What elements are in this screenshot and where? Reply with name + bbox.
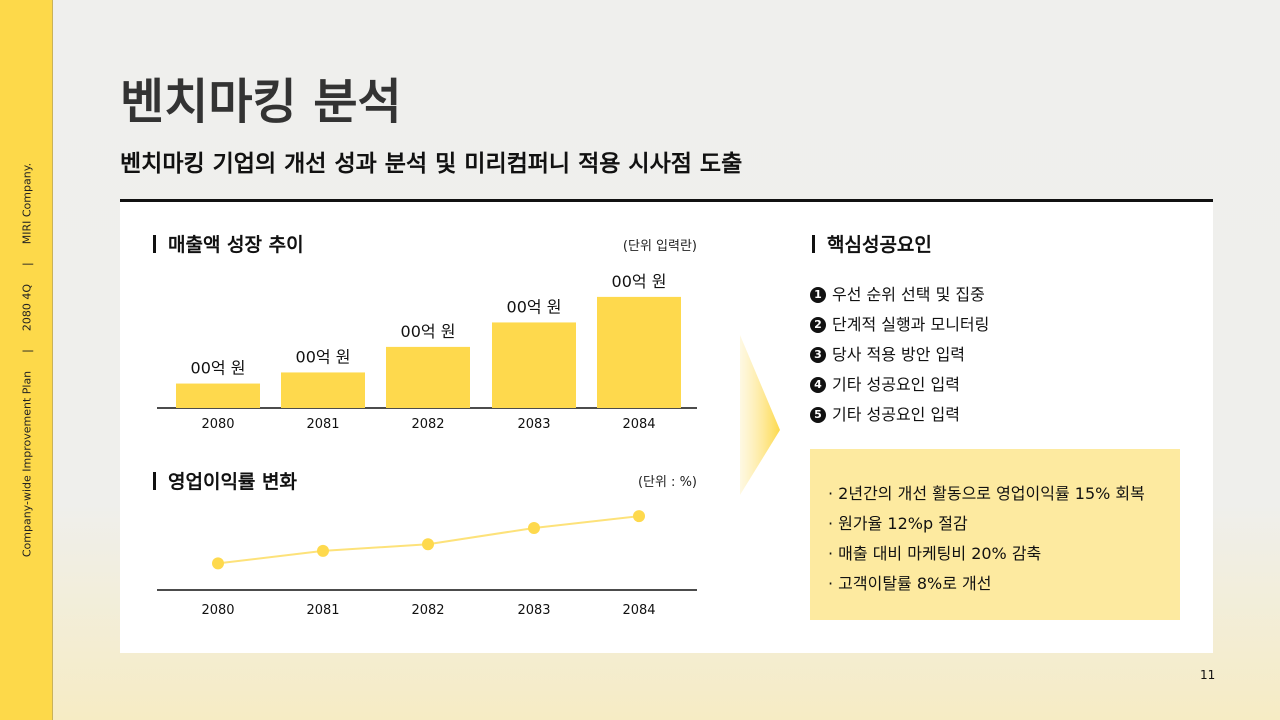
factor-text: 우선 순위 선택 및 집중: [832, 285, 985, 304]
factor-item: 2 단계적 실행과 모니터링: [810, 310, 989, 340]
bar-2081: [281, 372, 365, 408]
side-strip: Company-wide Improvement Plan | 2080 4Q …: [0, 0, 53, 720]
data-label: 00억 원: [401, 322, 456, 341]
factors-list: 1 우선 순위 선택 및 집중 2 단계적 실행과 모니터링 3 당사 적용 방안 입력 4…: [810, 280, 989, 430]
heading-marker: [812, 234, 815, 253]
number-badge-icon: 1: [810, 287, 826, 303]
sales-bar-chart: 00억 원 2080 00억 원 2081 00억 원 2082 00억 원 2083 00억 …: [157, 272, 697, 432]
number-badge-icon: 2: [810, 317, 826, 333]
margin-unit: (단위 : %): [637, 475, 697, 490]
factor-text: 기타 성공요인 입력: [832, 405, 960, 424]
page-subtitle: 벤치마킹 기업의 개선 성과 분석 및 미리컴퍼니 적용 시사점 도출: [120, 151, 743, 177]
number-badge-icon: 5: [810, 407, 826, 423]
data-label: 00억 원: [191, 359, 246, 378]
point-2081: [317, 544, 329, 557]
data-label: 00억 원: [296, 347, 351, 366]
sales-heading-text: 매출액 성장 추이: [168, 234, 304, 256]
x-tick-label: 2082: [411, 603, 444, 618]
x-tick-label: 2080: [201, 417, 234, 432]
sales-heading: 매출액 성장 추이: [153, 230, 304, 257]
bar-2084: [597, 296, 681, 408]
number-badge-icon: 3: [810, 347, 826, 363]
point-2084: [633, 510, 645, 523]
period-label: 2080 4Q: [20, 283, 34, 332]
margin-heading: 영업이익률 변화: [153, 467, 297, 494]
heading-marker: [153, 471, 156, 490]
margin-line-chart: 2080 2081 2082 2083 2084: [157, 510, 697, 618]
x-tick-label: 2081: [306, 603, 339, 618]
result-item: · 고객이탈률 8%로 개선: [828, 574, 992, 593]
x-tick-label: 2083: [517, 603, 550, 618]
divider: [120, 199, 1213, 202]
x-tick-label: 2084: [622, 417, 655, 432]
side-caption: Company-wide Improvement Plan | 2080 4Q …: [21, 163, 34, 557]
result-item: · 매출 대비 마케팅비 20% 감축: [828, 544, 1042, 563]
factor-text: 당사 적용 방안 입력: [832, 345, 966, 364]
plan-label: Company-wide Improvement Plan: [20, 370, 34, 558]
factor-item: 3 당사 적용 방안 입력: [810, 340, 989, 370]
chevron-arrow-icon: [740, 335, 780, 495]
page-title: 벤치마킹 분석: [120, 74, 402, 130]
heading-marker: [153, 234, 156, 253]
factor-item: 1 우선 순위 선택 및 집중: [810, 280, 989, 310]
margin-heading-text: 영업이익률 변화: [168, 471, 297, 493]
x-tick-label: 2083: [517, 417, 550, 432]
bar-2080: [176, 383, 260, 408]
x-tick-label: 2081: [306, 417, 339, 432]
separator: |: [20, 262, 34, 266]
factor-text: 기타 성공요인 입력: [832, 375, 960, 394]
results-box: · 2년간의 개선 활동으로 영업이익률 15% 회복 · 원가율 12%p 절감…: [810, 449, 1180, 620]
separator: |: [20, 349, 34, 353]
x-tick-label: 2082: [411, 417, 444, 432]
factors-heading-text: 핵심성공요인: [827, 234, 932, 256]
bar-2082: [386, 346, 470, 408]
x-tick-label: 2084: [622, 603, 655, 618]
page-number: 11: [1200, 668, 1216, 682]
data-label: 00억 원: [507, 297, 562, 316]
bar-2083: [492, 322, 576, 408]
data-label: 00억 원: [612, 272, 667, 291]
result-item: · 2년간의 개선 활동으로 영업이익률 15% 회복: [828, 484, 1145, 503]
number-badge-icon: 4: [810, 377, 826, 393]
factor-item: 5 기타 성공요인 입력: [810, 400, 989, 430]
point-2082: [422, 538, 434, 551]
factor-text: 단계적 실행과 모니터링: [832, 315, 990, 334]
point-2080: [212, 557, 224, 570]
sales-unit: (단위 입력란): [622, 239, 697, 254]
factors-heading: 핵심성공요인: [812, 230, 932, 257]
result-item: · 원가율 12%p 절감: [828, 514, 968, 533]
factor-item: 4 기타 성공요인 입력: [810, 370, 989, 400]
point-2083: [528, 521, 540, 534]
company-label: MIRI Company.: [20, 162, 34, 245]
x-tick-label: 2080: [201, 603, 234, 618]
